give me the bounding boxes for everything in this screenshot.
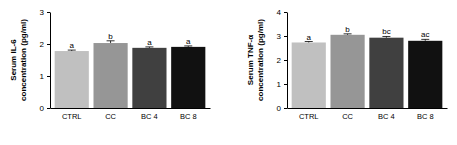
tick-label: 2 [40,40,45,49]
significance-letter: a [186,37,191,46]
tick: 3 [277,32,287,41]
y-axis: 0 1 2 3 [40,8,51,113]
tick: 4 [277,8,287,17]
bar [408,41,442,108]
tick: CTRL [299,108,319,121]
tick-mark [47,44,50,45]
significance-letter: a [70,41,75,50]
axis-line [51,108,211,109]
tick-label: CC [105,112,116,121]
tick: CTRL [62,108,82,121]
error-bar [107,41,115,43]
tick-mark [284,108,287,109]
tick: 0 [40,104,50,113]
tick-label: BC 8 [417,112,434,121]
bar [55,51,89,108]
bar [330,35,364,108]
significance-letter: ac [421,30,429,39]
y-axis-title-line: concentration (pg/ml) [19,19,28,101]
bar [292,42,326,108]
tick-mark [47,76,50,77]
tick: BC 8 [180,108,197,121]
tick-mark [284,12,287,13]
significance-letter: b [345,25,350,34]
plot-area [292,34,443,108]
tick-label: 1 [277,80,282,89]
tick-label: 3 [40,8,45,17]
tick-label: 2 [277,56,282,65]
bar [93,43,127,108]
tick: BC 4 [141,108,158,121]
y-axis: 0 1 2 3 4 [277,8,288,113]
tick-label: 0 [40,104,45,113]
tick-label: 1 [40,72,45,81]
tick-mark [47,108,50,109]
error-bar [421,39,429,40]
figure: abaa0123CTRLCCBC 4BC 8Serum IL-6concentr… [0,0,457,145]
x-axis: CTRL CC BC 4 BC 8 [288,108,448,121]
y-axis-title: Serum IL-6concentration (pg/ml) [9,19,28,101]
tick: 0 [277,104,287,113]
axis-line [50,13,51,109]
tick-label: 0 [277,104,282,113]
y-axis-title-line: concentration (pg/ml) [256,19,265,101]
bar [132,48,166,108]
tick: 2 [40,40,50,49]
tick: BC 8 [417,108,434,121]
tick: 1 [277,80,287,89]
tick: 1 [40,72,50,81]
tick: BC 4 [378,108,395,121]
tick: CC [342,108,353,121]
tick: 3 [40,8,50,17]
tick-label: CTRL [299,112,319,121]
tick-label: BC 4 [141,112,158,121]
x-axis: CTRL CC BC 4 BC 8 [51,108,211,121]
bar [171,47,205,108]
tick-label: CTRL [62,112,82,121]
plot-area [55,41,206,108]
y-axis-title: Serum TNF-αconcentration (pg/ml) [246,19,265,101]
tick-label: 4 [277,8,282,17]
axis-line [288,108,448,109]
y-axis-title-line: Serum TNF-α [246,35,255,85]
axis-line [287,13,288,109]
error-bar [382,36,390,37]
tick-label: 3 [277,32,282,41]
chart: a b bc ac 0 1 2 3 4 CTRL CC BC 4 BC 8 Serum TNF-αconc… [246,8,448,121]
y-axis-title-line: Serum IL-6 [9,39,18,81]
significance-letter: bc [382,27,390,36]
tick-mark [284,84,287,85]
tick-mark [284,36,287,37]
significance-letter: a [307,33,312,42]
tick: CC [105,108,116,121]
tick-label: BC 8 [180,112,197,121]
bar [369,38,403,108]
chart: a b a a 0 1 2 3 CTRL CC BC 4 BC 8 Serum IL-6concentr… [9,8,211,121]
tick-mark [284,60,287,61]
significance-letter: b [108,32,113,41]
tick-label: CC [342,112,353,121]
tick-label: BC 4 [378,112,395,121]
tick: 2 [277,56,287,65]
significance-letter: a [147,38,152,47]
tick-mark [47,12,50,13]
